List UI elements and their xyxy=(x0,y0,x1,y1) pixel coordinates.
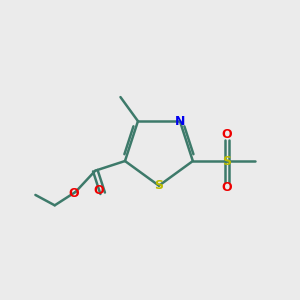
Text: O: O xyxy=(69,187,80,200)
Text: S: S xyxy=(154,179,164,192)
Text: S: S xyxy=(223,154,232,167)
Text: O: O xyxy=(94,184,104,197)
Text: O: O xyxy=(222,128,232,141)
Text: O: O xyxy=(222,181,232,194)
Text: N: N xyxy=(175,115,185,128)
